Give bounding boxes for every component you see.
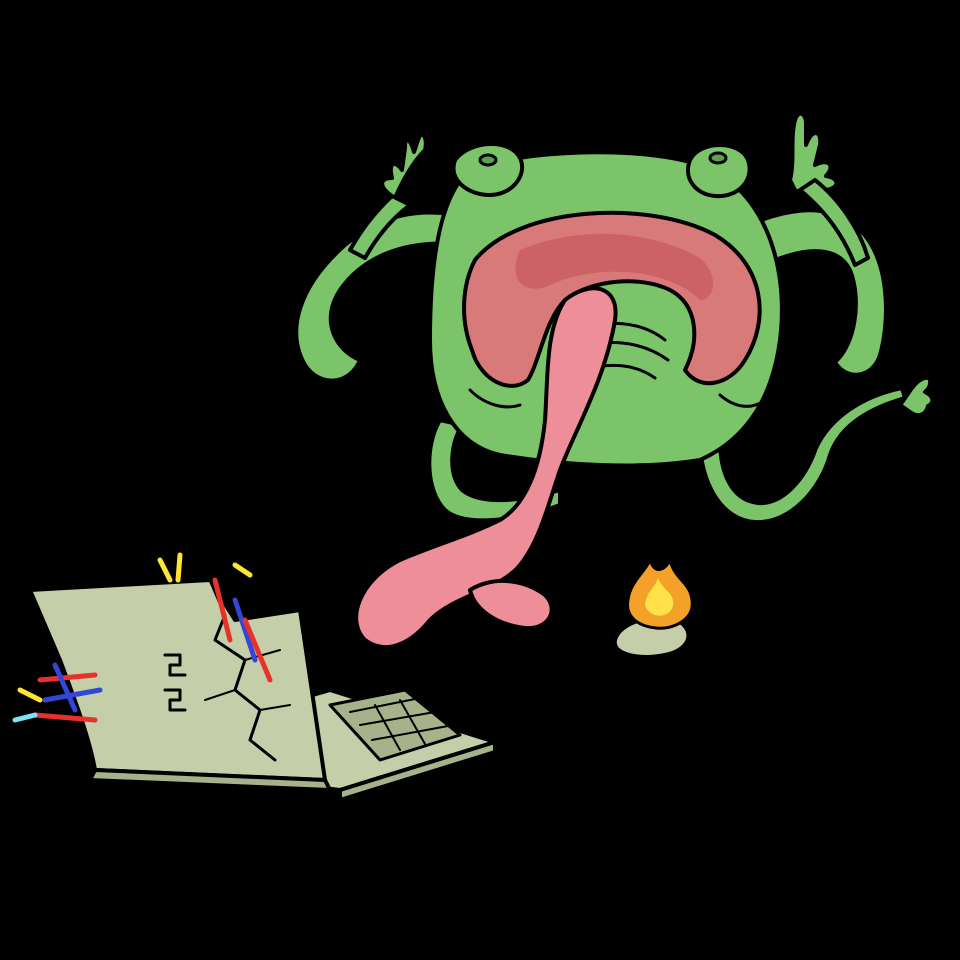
laptop-screen-edge	[88, 768, 332, 792]
frog-right-forearm	[798, 178, 870, 267]
keyboard-line-3	[371, 725, 449, 741]
left-sparks	[12, 662, 103, 723]
frog-belly-line-right	[718, 393, 767, 408]
laptop-base-side	[338, 740, 497, 802]
keyboard-line-2	[359, 711, 436, 726]
screen-crack-branch	[204, 649, 291, 711]
frog-left-eye	[451, 142, 524, 197]
frog-right-foot	[898, 375, 935, 418]
frog-left-pupil	[478, 153, 498, 167]
burning-mouse	[612, 558, 694, 659]
screen-glyph-1	[163, 653, 187, 677]
frog-monster	[294, 111, 935, 650]
keyboard-line-1	[349, 697, 421, 713]
frog-tongue-tip	[468, 578, 554, 631]
laptop-keyboard	[328, 688, 462, 762]
frog-right-pupil	[708, 151, 728, 165]
frog-left-forearm	[348, 194, 412, 260]
frog-right-eye	[686, 143, 752, 199]
frog-belly-line-left	[468, 388, 522, 409]
frog-left-leg	[427, 418, 562, 523]
keyboard-line-4	[374, 704, 401, 751]
screen-glyph-2	[163, 688, 187, 712]
crack-sparks	[157, 552, 273, 683]
frog-tongue	[354, 286, 618, 650]
broken-laptop	[12, 552, 497, 802]
fire-inner	[645, 578, 674, 616]
keyboard-line-5	[399, 699, 426, 745]
frog-mouth-inner	[515, 233, 714, 300]
frog-left-hand	[380, 132, 428, 200]
